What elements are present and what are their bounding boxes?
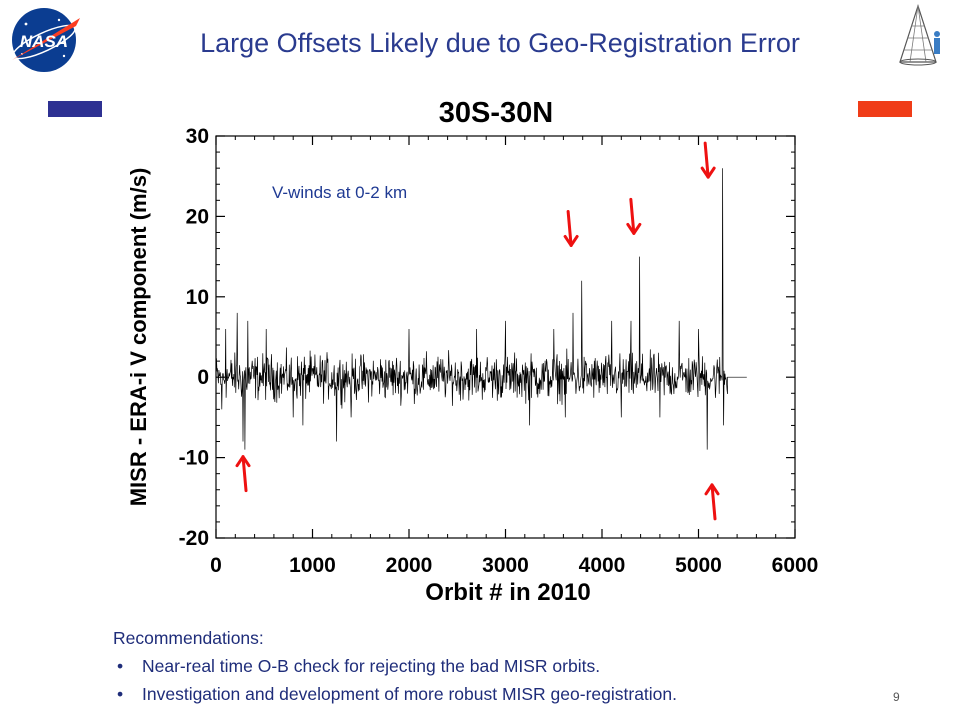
red-arrow-down [626, 197, 642, 235]
x-tick-label: 6000 [772, 554, 819, 577]
x-tick-label: 1000 [289, 554, 336, 577]
y-tick-label: 30 [186, 125, 209, 148]
red-arrow-head [700, 166, 716, 179]
y-tick-label: 10 [186, 286, 209, 309]
recommendation-text: Near-real time O-B check for rejecting t… [142, 656, 601, 676]
recommendations-list: • Near-real time O-B check for rejecting … [113, 652, 893, 708]
red-arrow-down [563, 209, 579, 247]
y-tick-label: -20 [179, 527, 209, 550]
recommendation-item: • Investigation and development of more r… [113, 680, 893, 708]
nasa-logo: NASA [4, 4, 88, 74]
red-arrow-up [704, 483, 720, 521]
red-arrow-head [626, 222, 642, 235]
x-tick-label: 0 [210, 554, 222, 577]
red-arrow-shaft [710, 483, 717, 521]
chart-annotation: V-winds at 0-2 km [272, 183, 407, 202]
y-tick-label: -10 [179, 447, 209, 470]
x-tick-label: 2000 [386, 554, 433, 577]
chart-title: 30S-30N [439, 97, 553, 129]
x-tick-label: 4000 [579, 554, 626, 577]
left-color-bar [48, 101, 102, 117]
red-arrow-head [704, 483, 720, 496]
red-arrow-down [700, 141, 716, 179]
red-arrow-shaft [629, 197, 636, 235]
right-color-bar [858, 101, 912, 117]
red-arrow-head [235, 455, 251, 468]
bullet-icon: • [117, 684, 124, 704]
y-axis-label: MISR - ERA-i V component (m/s) [126, 168, 151, 507]
bullet-icon: • [117, 656, 124, 676]
nasa-logo-text: NASA [20, 32, 68, 51]
red-arrow-shaft [241, 455, 248, 493]
series-line [215, 168, 747, 450]
red-arrow-up [235, 455, 251, 493]
red-arrow-head [563, 234, 579, 247]
x-tick-label: 5000 [675, 554, 722, 577]
red-arrow-shaft [566, 209, 573, 247]
slide-title: Large Offsets Likely due to Geo-Registra… [200, 28, 800, 58]
slide-number: 9 [893, 690, 900, 704]
x-tick-label: 3000 [482, 554, 529, 577]
recommendations-heading: Recommendations: [113, 628, 264, 648]
team-crest-icon [890, 4, 946, 68]
recommendation-text: Investigation and development of more ro… [142, 684, 678, 704]
recommendations: Recommendations: • Near-real time O-B che… [113, 624, 893, 708]
x-axis-label: Orbit # in 2010 [425, 579, 590, 606]
recommendation-item: • Near-real time O-B check for rejecting … [113, 652, 893, 680]
y-tick-label: 20 [186, 205, 209, 228]
y-tick-label: 0 [197, 366, 209, 389]
red-arrow-shaft [703, 141, 710, 179]
